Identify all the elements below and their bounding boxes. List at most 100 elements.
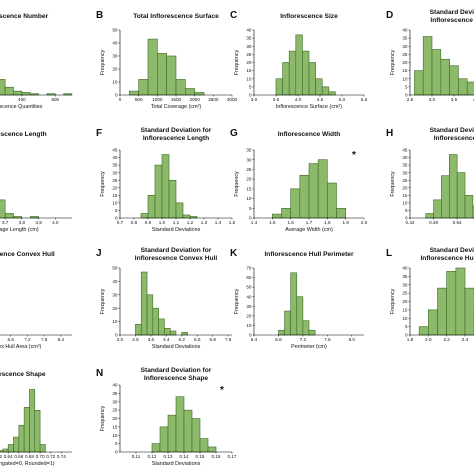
histogram-bar xyxy=(418,326,429,336)
x-tick-label: 6.6 xyxy=(8,337,15,342)
y-tick-label: 35 xyxy=(246,148,252,153)
y-tick-label: 20 xyxy=(246,60,252,65)
histogram-bar xyxy=(13,90,23,96)
x-tick-label: 5.5 xyxy=(361,97,368,102)
y-tick-label: 60 xyxy=(246,275,252,280)
panel-title: Inflorescence Width xyxy=(434,135,474,142)
histogram-bar xyxy=(296,296,304,336)
y-tick-label: 50 xyxy=(246,285,252,290)
x-tick-label: 4.4 xyxy=(163,337,170,342)
histogram-bar xyxy=(328,91,336,96)
x-tick-label: 1.4 xyxy=(251,220,258,225)
x-axis-label: Standard Deviations xyxy=(152,344,201,350)
x-tick-label: 7.8 xyxy=(41,337,48,342)
x-tick-label: 8.0 xyxy=(349,337,356,342)
y-tick-label: 40 xyxy=(402,266,408,271)
x-tick-label: 6.0 xyxy=(194,337,201,342)
y-tick-label: 10 xyxy=(112,319,118,324)
y-tick-label: 10 xyxy=(246,76,252,81)
x-tick-label: 0.14 xyxy=(180,454,189,459)
panel-letter: N xyxy=(96,368,103,379)
y-tick-label: 30 xyxy=(112,170,118,175)
panel-letter: J xyxy=(96,248,102,259)
histogram-bar xyxy=(207,446,217,453)
x-tick-label: 1.1 xyxy=(173,220,180,225)
x-tick-label: 3.7 xyxy=(2,220,9,225)
y-tick-label: 20 xyxy=(112,67,118,72)
panel-title: Inflorescence Size xyxy=(280,13,338,20)
panel-title: Inflorescence Number xyxy=(0,13,49,20)
y-axis-label: Frequency xyxy=(100,171,106,197)
y-tick-label: 20 xyxy=(246,177,252,182)
histogram-bar xyxy=(21,92,31,96)
y-tick-label: 30 xyxy=(402,282,408,287)
y-tick-label: 40 xyxy=(112,155,118,160)
x-tick-label: 5.0 xyxy=(339,97,346,102)
histogram-bar xyxy=(290,272,298,336)
x-tick-label: 0.9 xyxy=(145,220,152,225)
histogram-bar xyxy=(302,50,310,96)
y-tick-label: 40 xyxy=(246,294,252,299)
panel-title: Standard Deviation for xyxy=(430,127,474,134)
y-tick-label: 5 xyxy=(249,84,252,89)
x-axis-label: Shape (Elongated=0, Rounded=1) xyxy=(0,461,55,467)
histogram-bar xyxy=(282,62,290,96)
y-tick-label: 35 xyxy=(402,163,408,168)
x-tick-label: 1.6 xyxy=(287,220,294,225)
histogram-bar xyxy=(428,309,438,336)
x-tick-label: 3.0 xyxy=(429,97,436,102)
histogram-bar xyxy=(295,34,303,96)
histogram-bar xyxy=(0,199,6,219)
panel-letter: B xyxy=(96,10,103,21)
y-tick-label: 25 xyxy=(246,52,252,57)
histogram-bar xyxy=(433,199,442,219)
histogram-bar xyxy=(191,418,201,453)
x-tick-label: 4.0 xyxy=(52,220,59,225)
histogram-bar xyxy=(321,86,330,96)
y-tick-label: 40 xyxy=(112,383,118,388)
histogram-bar xyxy=(308,329,316,336)
y-tick-label: 0 xyxy=(405,216,408,221)
y-tick-label: 10 xyxy=(246,323,252,328)
x-tick-label: 5.2 xyxy=(179,337,186,342)
x-tick-label: 2.0 xyxy=(361,220,368,225)
x-tick-label: 4.0 xyxy=(473,97,474,102)
panel-title: Inflorescence Shape xyxy=(0,371,46,378)
histogram-bar xyxy=(168,179,177,219)
x-tick-label: 1.8 xyxy=(324,220,331,225)
histogram-bar xyxy=(448,154,458,219)
panel-letter: D xyxy=(386,10,393,21)
panel-letter: G xyxy=(230,128,238,139)
y-tick-label: 30 xyxy=(402,44,408,49)
y-tick-label: 0 xyxy=(405,333,408,338)
y-tick-label: 20 xyxy=(402,185,408,190)
histogram-bar xyxy=(446,271,457,336)
x-tick-label: 6.8 xyxy=(209,337,216,342)
histogram-bar xyxy=(464,195,474,219)
y-tick-label: 10 xyxy=(402,316,408,321)
y-tick-label: 20 xyxy=(402,299,408,304)
histogram-bar xyxy=(138,79,149,96)
x-tick-label: 7.6 xyxy=(324,337,331,342)
panel-letter: K xyxy=(230,248,238,259)
y-tick-label: 10 xyxy=(112,80,118,85)
histogram-bar xyxy=(146,294,154,336)
panel-letter: C xyxy=(230,10,237,21)
x-tick-label: 0.8 xyxy=(131,220,138,225)
y-tick-label: 5 xyxy=(405,208,408,213)
y-tick-label: 10 xyxy=(402,200,408,205)
x-tick-label: 3.9 xyxy=(35,220,42,225)
y-tick-label: 0 xyxy=(249,93,252,98)
y-tick-label: 20 xyxy=(112,416,118,421)
x-tick-label: 2.2 xyxy=(443,337,450,342)
y-tick-label: 35 xyxy=(402,36,408,41)
panel-title: Inflorescence Hull Perimeter xyxy=(420,255,474,262)
histogram-bar xyxy=(175,79,186,96)
x-tick-label: 3000 xyxy=(227,97,238,102)
histogram-bar xyxy=(23,407,30,453)
y-tick-label: 15 xyxy=(246,68,252,73)
histogram-bar xyxy=(29,389,36,453)
y-axis-label: Frequency xyxy=(234,288,240,314)
x-tick-label: 0.15 xyxy=(196,454,205,459)
y-tick-label: 30 xyxy=(112,292,118,297)
